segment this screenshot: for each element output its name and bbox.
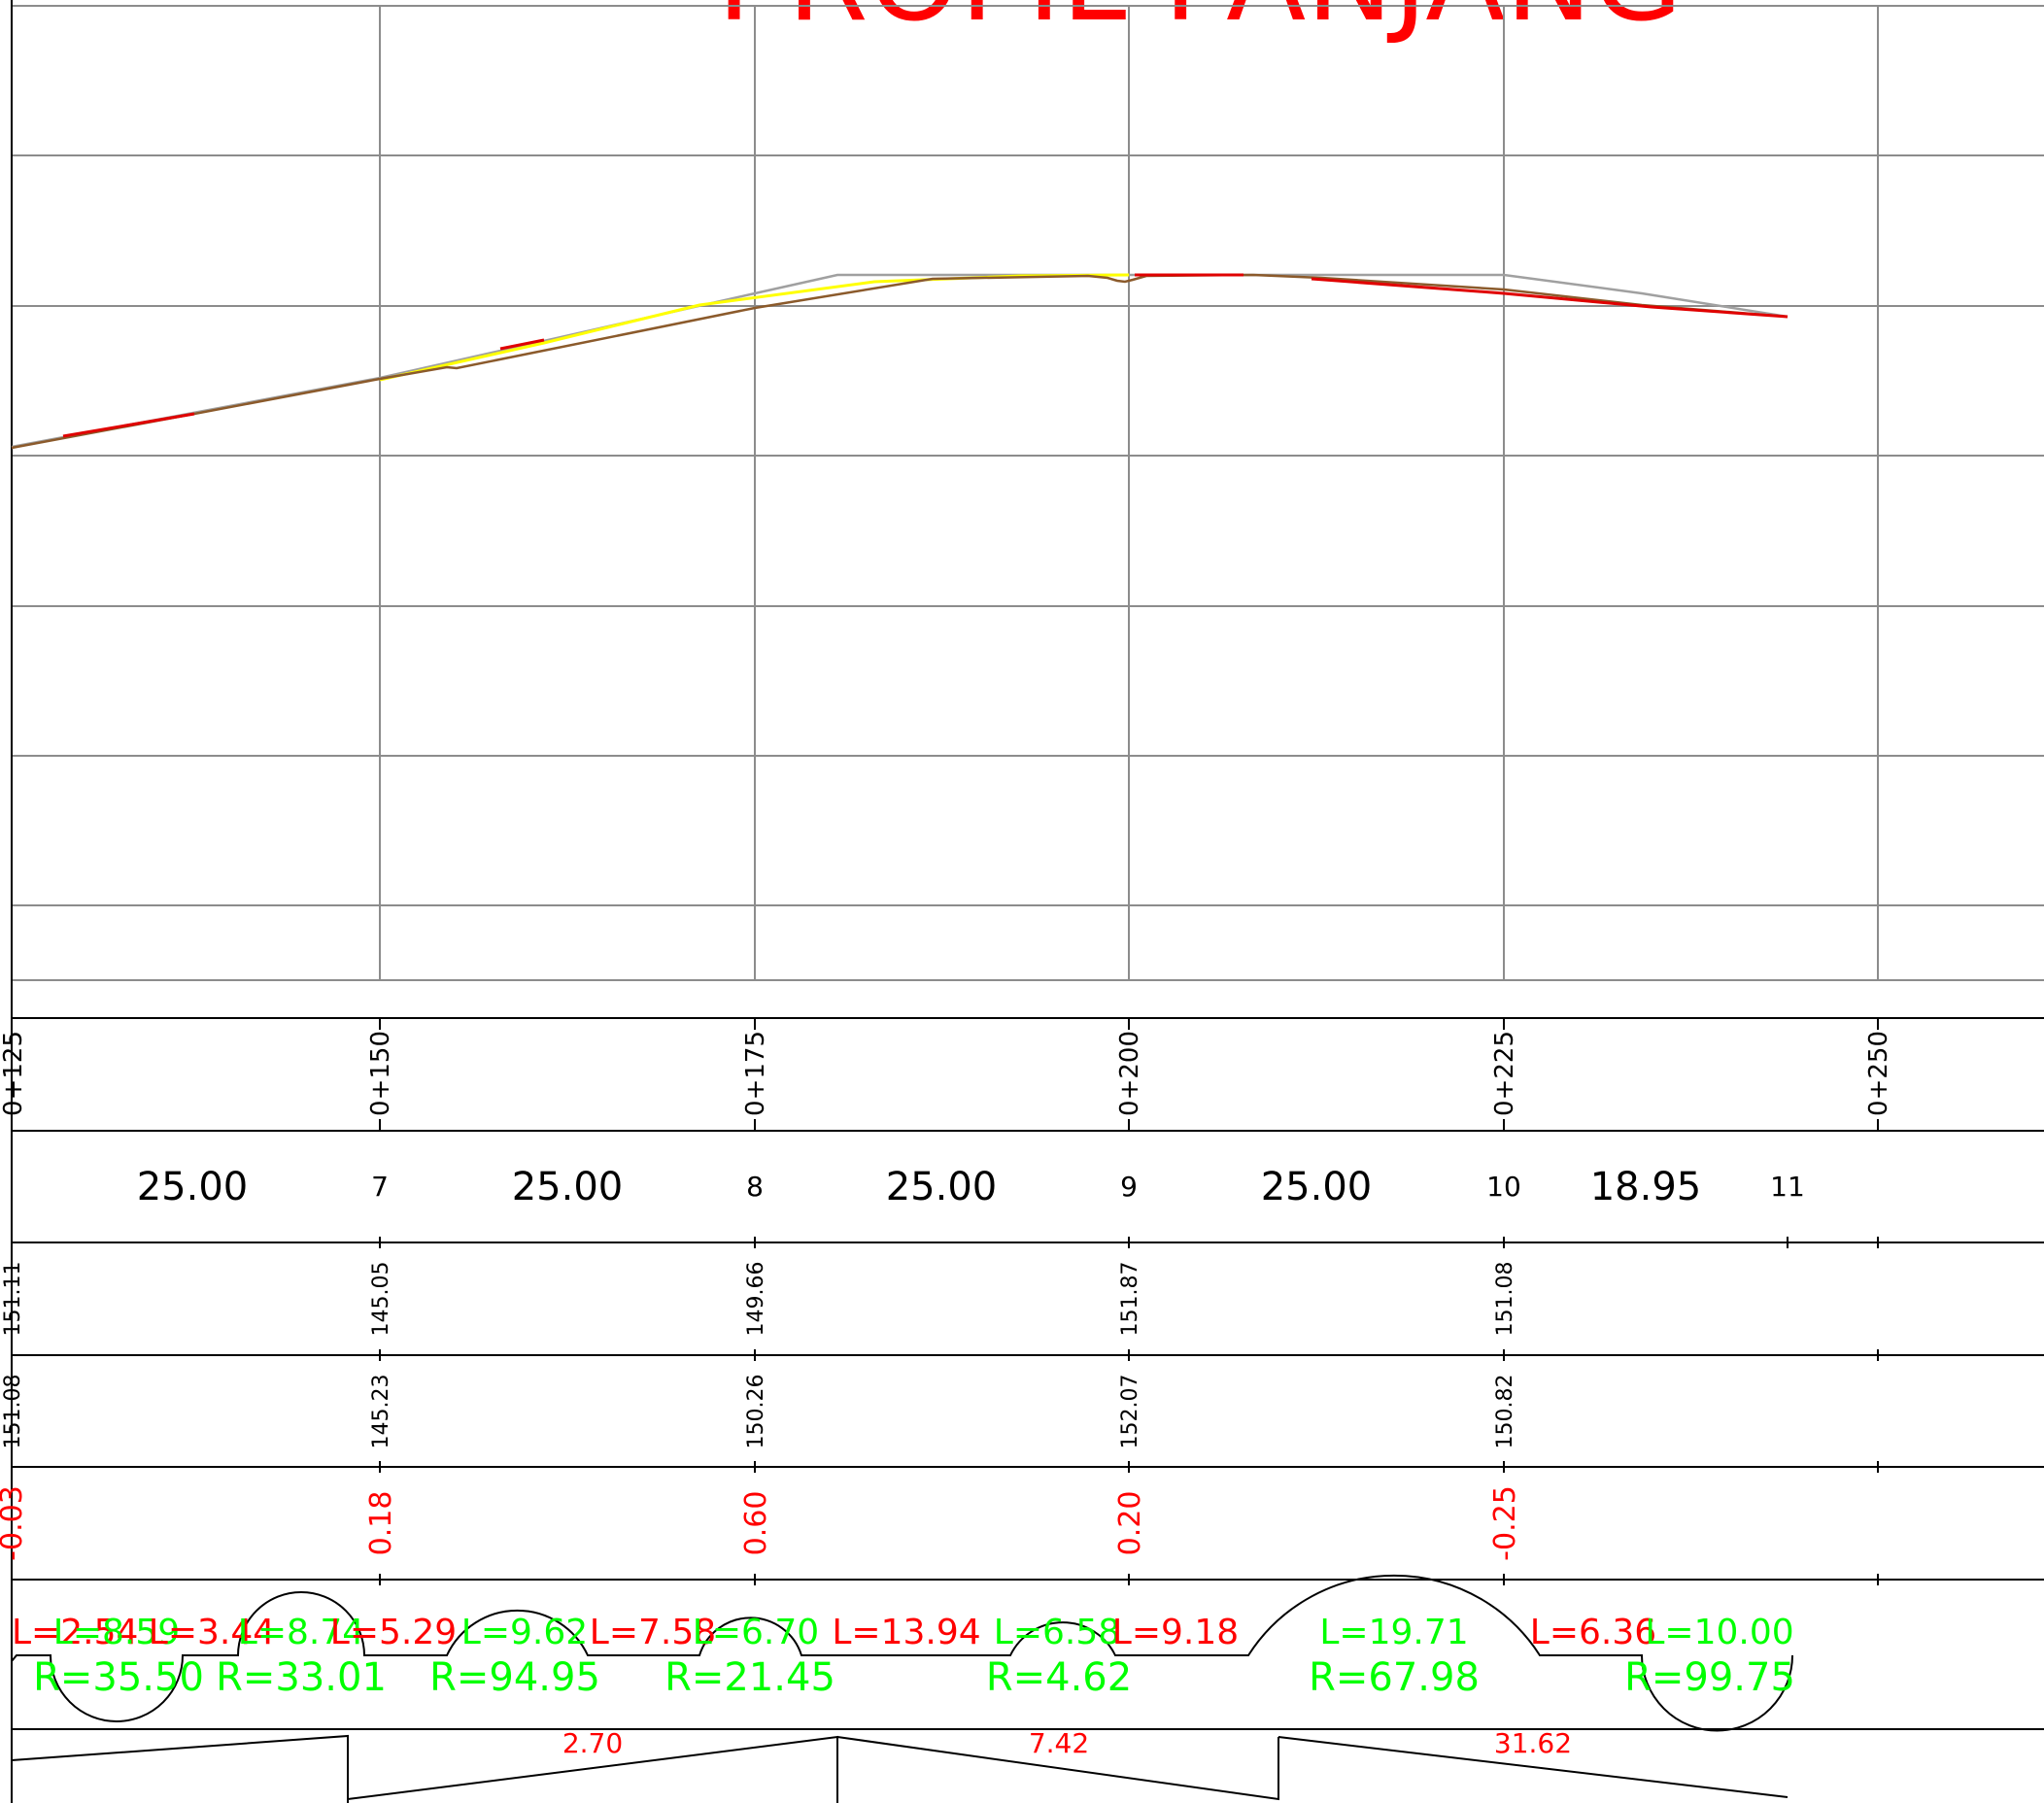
slope-value: 2.70	[562, 1727, 623, 1759]
row-ground-elevations: 151.11 145.05 149.66 151.87 151.08	[1, 1262, 1517, 1337]
curve-length-label: L=6.58	[994, 1613, 1120, 1652]
point-number: 9	[1120, 1171, 1138, 1203]
ground-elevation: 151.08	[1493, 1262, 1517, 1337]
point-number: 10	[1486, 1171, 1521, 1203]
drawing-title: PROFIL PANJANG	[717, 0, 1683, 48]
ground-elevation: 151.87	[1118, 1262, 1142, 1337]
curve-length-label: L=5.29	[330, 1613, 457, 1652]
ground-elevation: 151.11	[1, 1262, 25, 1337]
distance-label: 25.00	[512, 1165, 624, 1209]
ground-elevation: 145.05	[369, 1262, 393, 1337]
curve-length-label: L=10.00	[1645, 1613, 1793, 1652]
difference-value: -0.25	[1488, 1485, 1522, 1561]
curve-length-label: L=2.54	[12, 1613, 138, 1652]
design-elevation: 152.07	[1118, 1375, 1142, 1449]
distance-label: 25.00	[1261, 1165, 1373, 1209]
design-elevation: 151.08	[1, 1375, 25, 1449]
row-slopes: 2.70 7.42 31.62	[11, 1727, 1788, 1803]
ground-elevation: 149.66	[744, 1262, 768, 1337]
point-number: 8	[746, 1171, 764, 1203]
design-elevation: 145.23	[369, 1375, 393, 1449]
station-label: 0+175	[741, 1031, 770, 1116]
profile-red-segment-1	[62, 412, 195, 438]
distance-label: 25.00	[137, 1165, 249, 1209]
distance-label: 18.95	[1590, 1165, 1702, 1209]
curve-length-label: L=7.58	[590, 1613, 716, 1652]
station-label: 0+150	[366, 1031, 395, 1116]
curve-length-label: L=13.94	[832, 1613, 980, 1652]
profile-red-segment-2	[499, 338, 545, 351]
curve-length-label: L=9.62	[461, 1613, 588, 1652]
curve-radius-label: R=33.01	[216, 1655, 387, 1700]
profile-lines	[11, 273, 1788, 450]
distance-label: 25.00	[886, 1165, 998, 1209]
station-label: 0+125	[0, 1031, 28, 1116]
difference-value: 0.20	[1113, 1491, 1147, 1556]
profile-grey-line	[11, 273, 1788, 449]
curve-length-label: L=8.59	[53, 1613, 180, 1652]
slope-diagram-line	[11, 1734, 1788, 1803]
profile-red-segment-4	[1311, 277, 1788, 319]
curve-length-label: L=6.70	[693, 1613, 819, 1652]
curve-radius-label: R=94.95	[429, 1655, 600, 1700]
difference-value: 0.18	[364, 1491, 398, 1556]
curve-diagram-line	[11, 1574, 1793, 1732]
station-ticks	[379, 1018, 1879, 1585]
band-table-frame	[12, 1017, 2044, 1730]
station-label: 0+250	[1864, 1031, 1893, 1116]
curve-length-label: L=9.18	[1112, 1613, 1239, 1652]
curve-radius-label: R=21.45	[664, 1655, 835, 1700]
design-elevation: 150.26	[744, 1375, 768, 1449]
row-differences: -0.03 0.18 0.60 0.20 -0.25	[0, 1485, 1522, 1561]
slope-value: 31.62	[1494, 1727, 1572, 1759]
row-stations: 0+125 0+150 0+175 0+200 0+225 0+250	[0, 1031, 1893, 1116]
curve-radius-label: R=4.62	[986, 1655, 1132, 1700]
profile-existing-line	[11, 273, 1788, 450]
profile-grid	[12, 5, 2044, 981]
difference-value: 0.60	[739, 1491, 773, 1556]
point-number: 7	[371, 1171, 389, 1203]
curve-length-label: L=8.74	[238, 1613, 364, 1652]
row-distances: 25.00 25.00 25.00 25.00 18.95 7 8 9 10 1…	[137, 1165, 1805, 1209]
station-label: 0+200	[1115, 1031, 1144, 1116]
row-design-elevations: 151.08 145.23 150.26 152.07 150.82	[1, 1375, 1517, 1449]
curve-length-label: L=6.36	[1530, 1613, 1656, 1652]
curve-length-label: L=19.71	[1319, 1613, 1468, 1652]
point-number: 11	[1770, 1171, 1805, 1203]
curve-radius-label: R=67.98	[1309, 1655, 1480, 1700]
station-label: 0+225	[1490, 1031, 1519, 1116]
row-curves: L=2.54 L=8.59 L=3.44 L=8.74 L=5.29 L=9.6…	[11, 1574, 1795, 1732]
curve-length-label: L=3.44	[149, 1613, 275, 1652]
curve-radius-label: R=99.75	[1624, 1655, 1795, 1700]
difference-value: -0.03	[0, 1485, 29, 1561]
slope-value: 7.42	[1029, 1727, 1089, 1759]
curve-radius-label: R=35.50	[33, 1655, 204, 1700]
design-elevation: 150.82	[1493, 1375, 1517, 1449]
